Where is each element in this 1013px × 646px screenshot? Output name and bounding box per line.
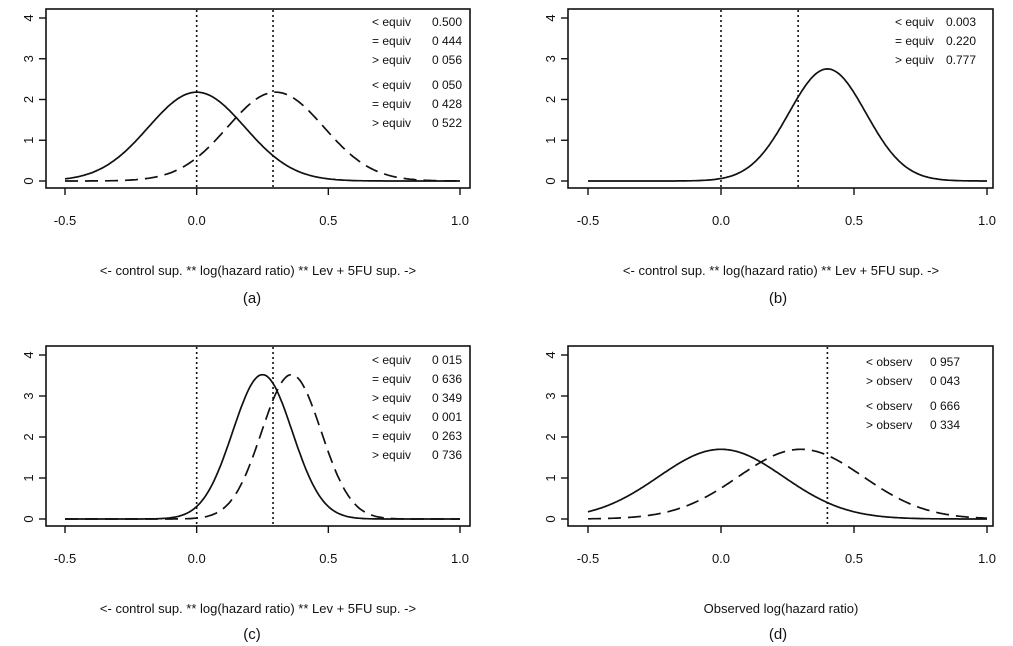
- x-tick-label: -0.5: [577, 551, 599, 566]
- annotation-value: 0 001: [432, 410, 462, 424]
- annotation-label: > equiv: [372, 116, 411, 130]
- annotation-value: 0 334: [930, 418, 960, 432]
- y-tick-label: 0: [543, 515, 558, 522]
- plot-frame: [45, 8, 471, 189]
- annotation-label: < equiv: [372, 410, 411, 424]
- y-tick-label: 4: [21, 14, 36, 21]
- y-tick-label: 3: [543, 392, 558, 399]
- y-tick-label: 1: [543, 474, 558, 481]
- annotation-label: > equiv: [372, 391, 411, 405]
- annotation-label: > equiv: [372, 448, 411, 462]
- annotation-label: = equiv: [372, 97, 411, 111]
- x-tick-label: 0.0: [188, 213, 206, 228]
- annotation-value: 0.500: [432, 15, 462, 29]
- chart-panel-c: -0.5 0.0 0.5 1.0 0 1 2 3 4 < equiv 0 015 = equiv 0 6…: [21, 345, 471, 643]
- annotation-label: < equiv: [372, 15, 411, 29]
- plot-frame: [45, 345, 471, 527]
- panel-label: (d): [769, 626, 787, 643]
- plot-frame: [567, 8, 994, 189]
- panel-label: (b): [769, 290, 787, 307]
- y-tick-label: 2: [543, 433, 558, 440]
- annotation-label: > equiv: [372, 53, 411, 67]
- annotation-label: < equiv: [372, 353, 411, 367]
- x-tick-label: 0.0: [712, 551, 730, 566]
- annotation-label: < equiv: [895, 15, 934, 29]
- annotation-value: 0 666: [930, 399, 960, 413]
- annotation-value: 0 349: [432, 391, 462, 405]
- y-tick-label: 4: [543, 351, 558, 358]
- y-tick-label: 3: [543, 55, 558, 62]
- x-tick-label: 0.0: [188, 551, 206, 566]
- annotation-value: 0 444: [432, 34, 462, 48]
- density-curve-dashed: [65, 373, 460, 520]
- y-tick-label: 0: [543, 177, 558, 184]
- x-axis-label: <- control sup. ** log(hazard ratio) ** …: [623, 263, 939, 278]
- x-tick-label: 1.0: [978, 213, 996, 228]
- y-tick-label: 3: [21, 392, 36, 399]
- y-tick-label: 0: [21, 177, 36, 184]
- y-tick-label: 0: [21, 515, 36, 522]
- y-tick-label: 1: [21, 137, 36, 144]
- x-tick-label: 1.0: [978, 551, 996, 566]
- x-tick-label: 0.5: [319, 213, 337, 228]
- chart-panel-d: -0.5 0.0 0.5 1.0 0 1 2 3 4 < observ 0 957 > observ 0…: [543, 345, 996, 643]
- annotation-value: 0 428: [432, 97, 462, 111]
- annotation-label: < equiv: [372, 78, 411, 92]
- annotation-label: > observ: [866, 418, 912, 432]
- annotation-label: > observ: [866, 374, 912, 388]
- annotation-label: = equiv: [895, 34, 934, 48]
- annotation-label: < observ: [866, 355, 912, 369]
- annotation-value: 0 263: [432, 429, 462, 443]
- x-tick-label: 0.0: [712, 213, 730, 228]
- x-tick-label: 0.5: [845, 213, 863, 228]
- density-curve-dashed: [65, 91, 460, 182]
- annotation-value: 0 522: [432, 116, 462, 130]
- y-tick-label: 1: [543, 137, 558, 144]
- x-axis-label: <- control sup. ** log(hazard ratio) ** …: [100, 263, 416, 278]
- x-tick-label: 0.5: [845, 551, 863, 566]
- x-axis-label: Observed log(hazard ratio): [704, 601, 859, 616]
- y-tick-label: 3: [21, 55, 36, 62]
- annotation-value: 0 015: [432, 353, 462, 367]
- annotation-value: 0 043: [930, 374, 960, 388]
- x-tick-label: 1.0: [451, 551, 469, 566]
- panel-label: (a): [243, 290, 261, 307]
- x-tick-label: 0.5: [319, 551, 337, 566]
- annotation-value: 0.220: [946, 34, 976, 48]
- panel-label: (c): [243, 626, 261, 643]
- x-axis-label: <- control sup. ** log(hazard ratio) ** …: [100, 601, 416, 616]
- chart-panel-b: -0.5 0.0 0.5 1.0 0 1 2 3 4 < equiv 0.003 = equiv 0.2…: [543, 8, 996, 307]
- annotation-value: 0 056: [432, 53, 462, 67]
- y-tick-label: 2: [543, 96, 558, 103]
- annotation-value: 0 736: [432, 448, 462, 462]
- density-curve-solid: [64, 91, 460, 182]
- annotation-label: > equiv: [895, 53, 934, 67]
- y-tick-label: 4: [543, 14, 558, 21]
- annotation-value: 0 957: [930, 355, 960, 369]
- x-tick-label: -0.5: [54, 213, 76, 228]
- density-curve-dashed: [588, 448, 988, 520]
- x-tick-label: 1.0: [451, 213, 469, 228]
- annotation-label: < observ: [866, 399, 912, 413]
- y-tick-label: 2: [21, 433, 36, 440]
- density-curve-solid: [588, 68, 987, 182]
- x-tick-label: -0.5: [54, 551, 76, 566]
- y-tick-label: 1: [21, 474, 36, 481]
- plot-frame: [567, 345, 994, 527]
- annotation-label: = equiv: [372, 34, 411, 48]
- density-curve-solid: [587, 448, 987, 520]
- chart-panel-a: -0.5 0.0 0.5 1.0 0 1 2 3 4 < equiv 0.500 = equiv 0 4…: [21, 8, 471, 307]
- annotation-value: 0 636: [432, 372, 462, 386]
- annotation-label: = equiv: [372, 429, 411, 443]
- y-tick-label: 2: [21, 96, 36, 103]
- y-tick-label: 4: [21, 351, 36, 358]
- annotation-value: 0 050: [432, 78, 462, 92]
- annotation-value: 0.003: [946, 15, 976, 29]
- annotation-label: = equiv: [372, 372, 411, 386]
- x-tick-label: -0.5: [577, 213, 599, 228]
- annotation-value: 0.777: [946, 53, 976, 67]
